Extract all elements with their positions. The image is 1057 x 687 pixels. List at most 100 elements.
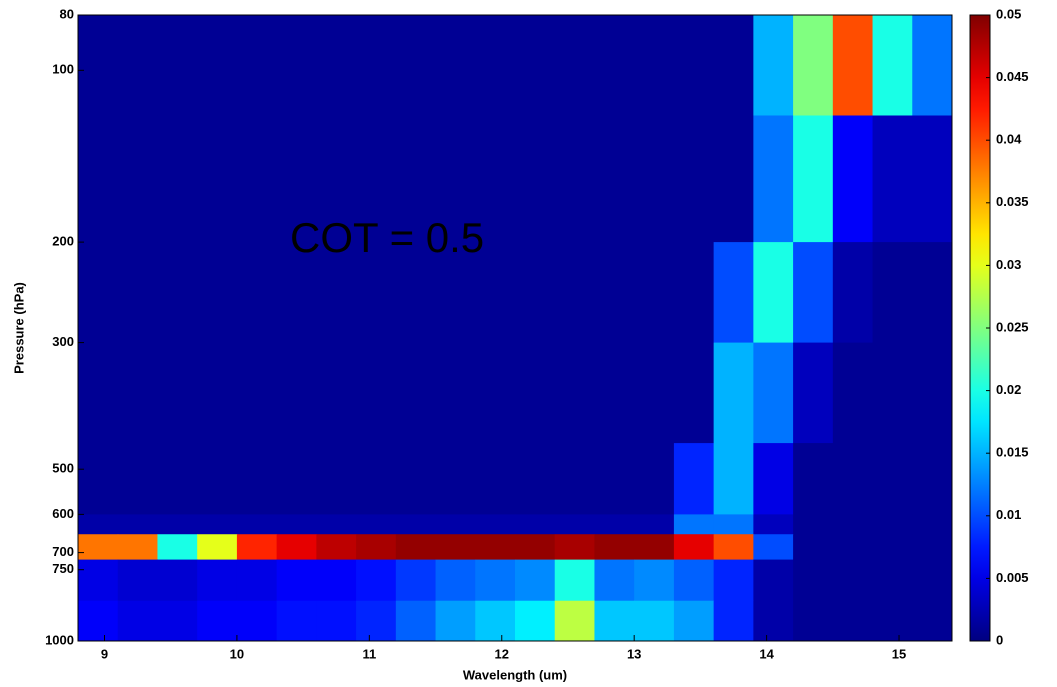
x-tick-label: 13 — [627, 646, 641, 661]
heat-cell — [832, 15, 874, 116]
heat-cell — [316, 514, 357, 535]
annotation: COT = 0.5 — [290, 214, 484, 261]
x-axis-label: Wavelength (um) — [463, 667, 567, 682]
heat-cell — [832, 600, 874, 642]
heat-cell — [475, 115, 516, 243]
heat-cell — [197, 242, 238, 344]
heat-cell — [435, 534, 476, 561]
heat-cell — [117, 514, 158, 535]
heat-cell — [872, 443, 913, 515]
y-tick-label: 700 — [52, 544, 74, 559]
heat-cell — [673, 443, 715, 515]
heat-cell — [634, 559, 675, 602]
heat-cell — [713, 443, 754, 515]
heat-cell — [713, 115, 754, 243]
heat-cell — [276, 443, 317, 515]
colorbar-tick-label: 0.005 — [996, 570, 1029, 585]
heat-cell — [832, 534, 874, 561]
heat-cell — [78, 15, 119, 116]
y-tick-label: 200 — [52, 234, 74, 249]
heat-cell — [475, 600, 516, 642]
heat-cell — [197, 342, 238, 444]
heat-cell — [594, 600, 635, 642]
heat-cell — [912, 242, 953, 344]
heat-cell — [634, 342, 675, 444]
heat-cell — [594, 115, 635, 243]
heat-cell — [78, 514, 119, 535]
heat-cell — [236, 242, 278, 344]
y-tick-label: 80 — [60, 6, 74, 21]
heat-cell — [673, 242, 715, 344]
heat-cell — [236, 559, 278, 602]
heat-cell — [515, 559, 556, 602]
heat-cell — [276, 342, 317, 444]
heat-cell — [515, 443, 556, 515]
heat-cell — [634, 15, 675, 116]
y-tick-label: 750 — [52, 561, 74, 576]
y-tick-label: 1000 — [45, 632, 74, 647]
heat-cell — [634, 600, 675, 642]
heat-cell — [475, 242, 516, 344]
heat-cell — [475, 443, 516, 515]
heat-cell — [157, 559, 198, 602]
heat-cell — [435, 559, 476, 602]
heat-cell — [78, 443, 119, 515]
heat-cell — [197, 559, 238, 602]
colorbar-tick-label: 0.03 — [996, 257, 1021, 272]
heat-cell — [117, 115, 158, 243]
heat-cell — [554, 443, 595, 515]
heat-cell — [435, 115, 476, 243]
heat-cell — [872, 559, 913, 602]
heat-cell — [236, 342, 278, 444]
heat-cell — [356, 559, 397, 602]
heat-cell — [912, 342, 953, 444]
heat-cell — [793, 559, 834, 602]
heat-cell — [793, 534, 834, 561]
heat-cell — [554, 534, 595, 561]
heat-cell — [594, 534, 635, 561]
heat-cell — [356, 534, 397, 561]
heat-cell — [395, 242, 437, 344]
heat-cell — [197, 534, 238, 561]
heat-cell — [356, 15, 397, 116]
plot-frame — [77, 14, 953, 642]
heat-cell — [276, 559, 317, 602]
heat-cell — [912, 15, 953, 116]
colorbar-tick-label: 0.05 — [996, 6, 1021, 21]
heat-cell — [554, 600, 595, 642]
heat-cell — [554, 15, 595, 116]
heat-cell — [832, 242, 874, 344]
heat-cell — [395, 115, 437, 243]
heat-cell — [912, 443, 953, 515]
heat-cell — [713, 559, 754, 602]
heat-cell — [515, 514, 556, 535]
heat-cell — [117, 534, 158, 561]
heat-cell — [753, 242, 794, 344]
heat-cell — [515, 15, 556, 116]
heat-cell — [832, 559, 874, 602]
heat-cell — [475, 534, 516, 561]
heat-cell — [793, 600, 834, 642]
heat-cell — [912, 115, 953, 243]
x-tick-label: 15 — [892, 646, 906, 661]
x-tick-label: 10 — [230, 646, 244, 661]
colorbar-tick-label: 0.025 — [996, 319, 1029, 334]
heat-cell — [515, 242, 556, 344]
heat-cell — [236, 514, 278, 535]
heat-cell — [475, 559, 516, 602]
heat-cell — [673, 534, 715, 561]
heat-cell — [872, 600, 913, 642]
heat-cell — [554, 342, 595, 444]
heat-cell — [634, 242, 675, 344]
heat-cell — [872, 115, 913, 243]
heat-cell — [713, 600, 754, 642]
heat-cell — [395, 443, 437, 515]
colorbar-tick-label: 0.01 — [996, 507, 1021, 522]
colorbar-tick-label: 0.02 — [996, 382, 1021, 397]
heat-cell — [475, 15, 516, 116]
colorbar-tick-label: 0.035 — [996, 194, 1029, 209]
colorbar-tick-label: 0.04 — [996, 132, 1022, 147]
heat-cell — [395, 559, 437, 602]
heat-cell — [713, 15, 754, 116]
heat-cell — [356, 443, 397, 515]
